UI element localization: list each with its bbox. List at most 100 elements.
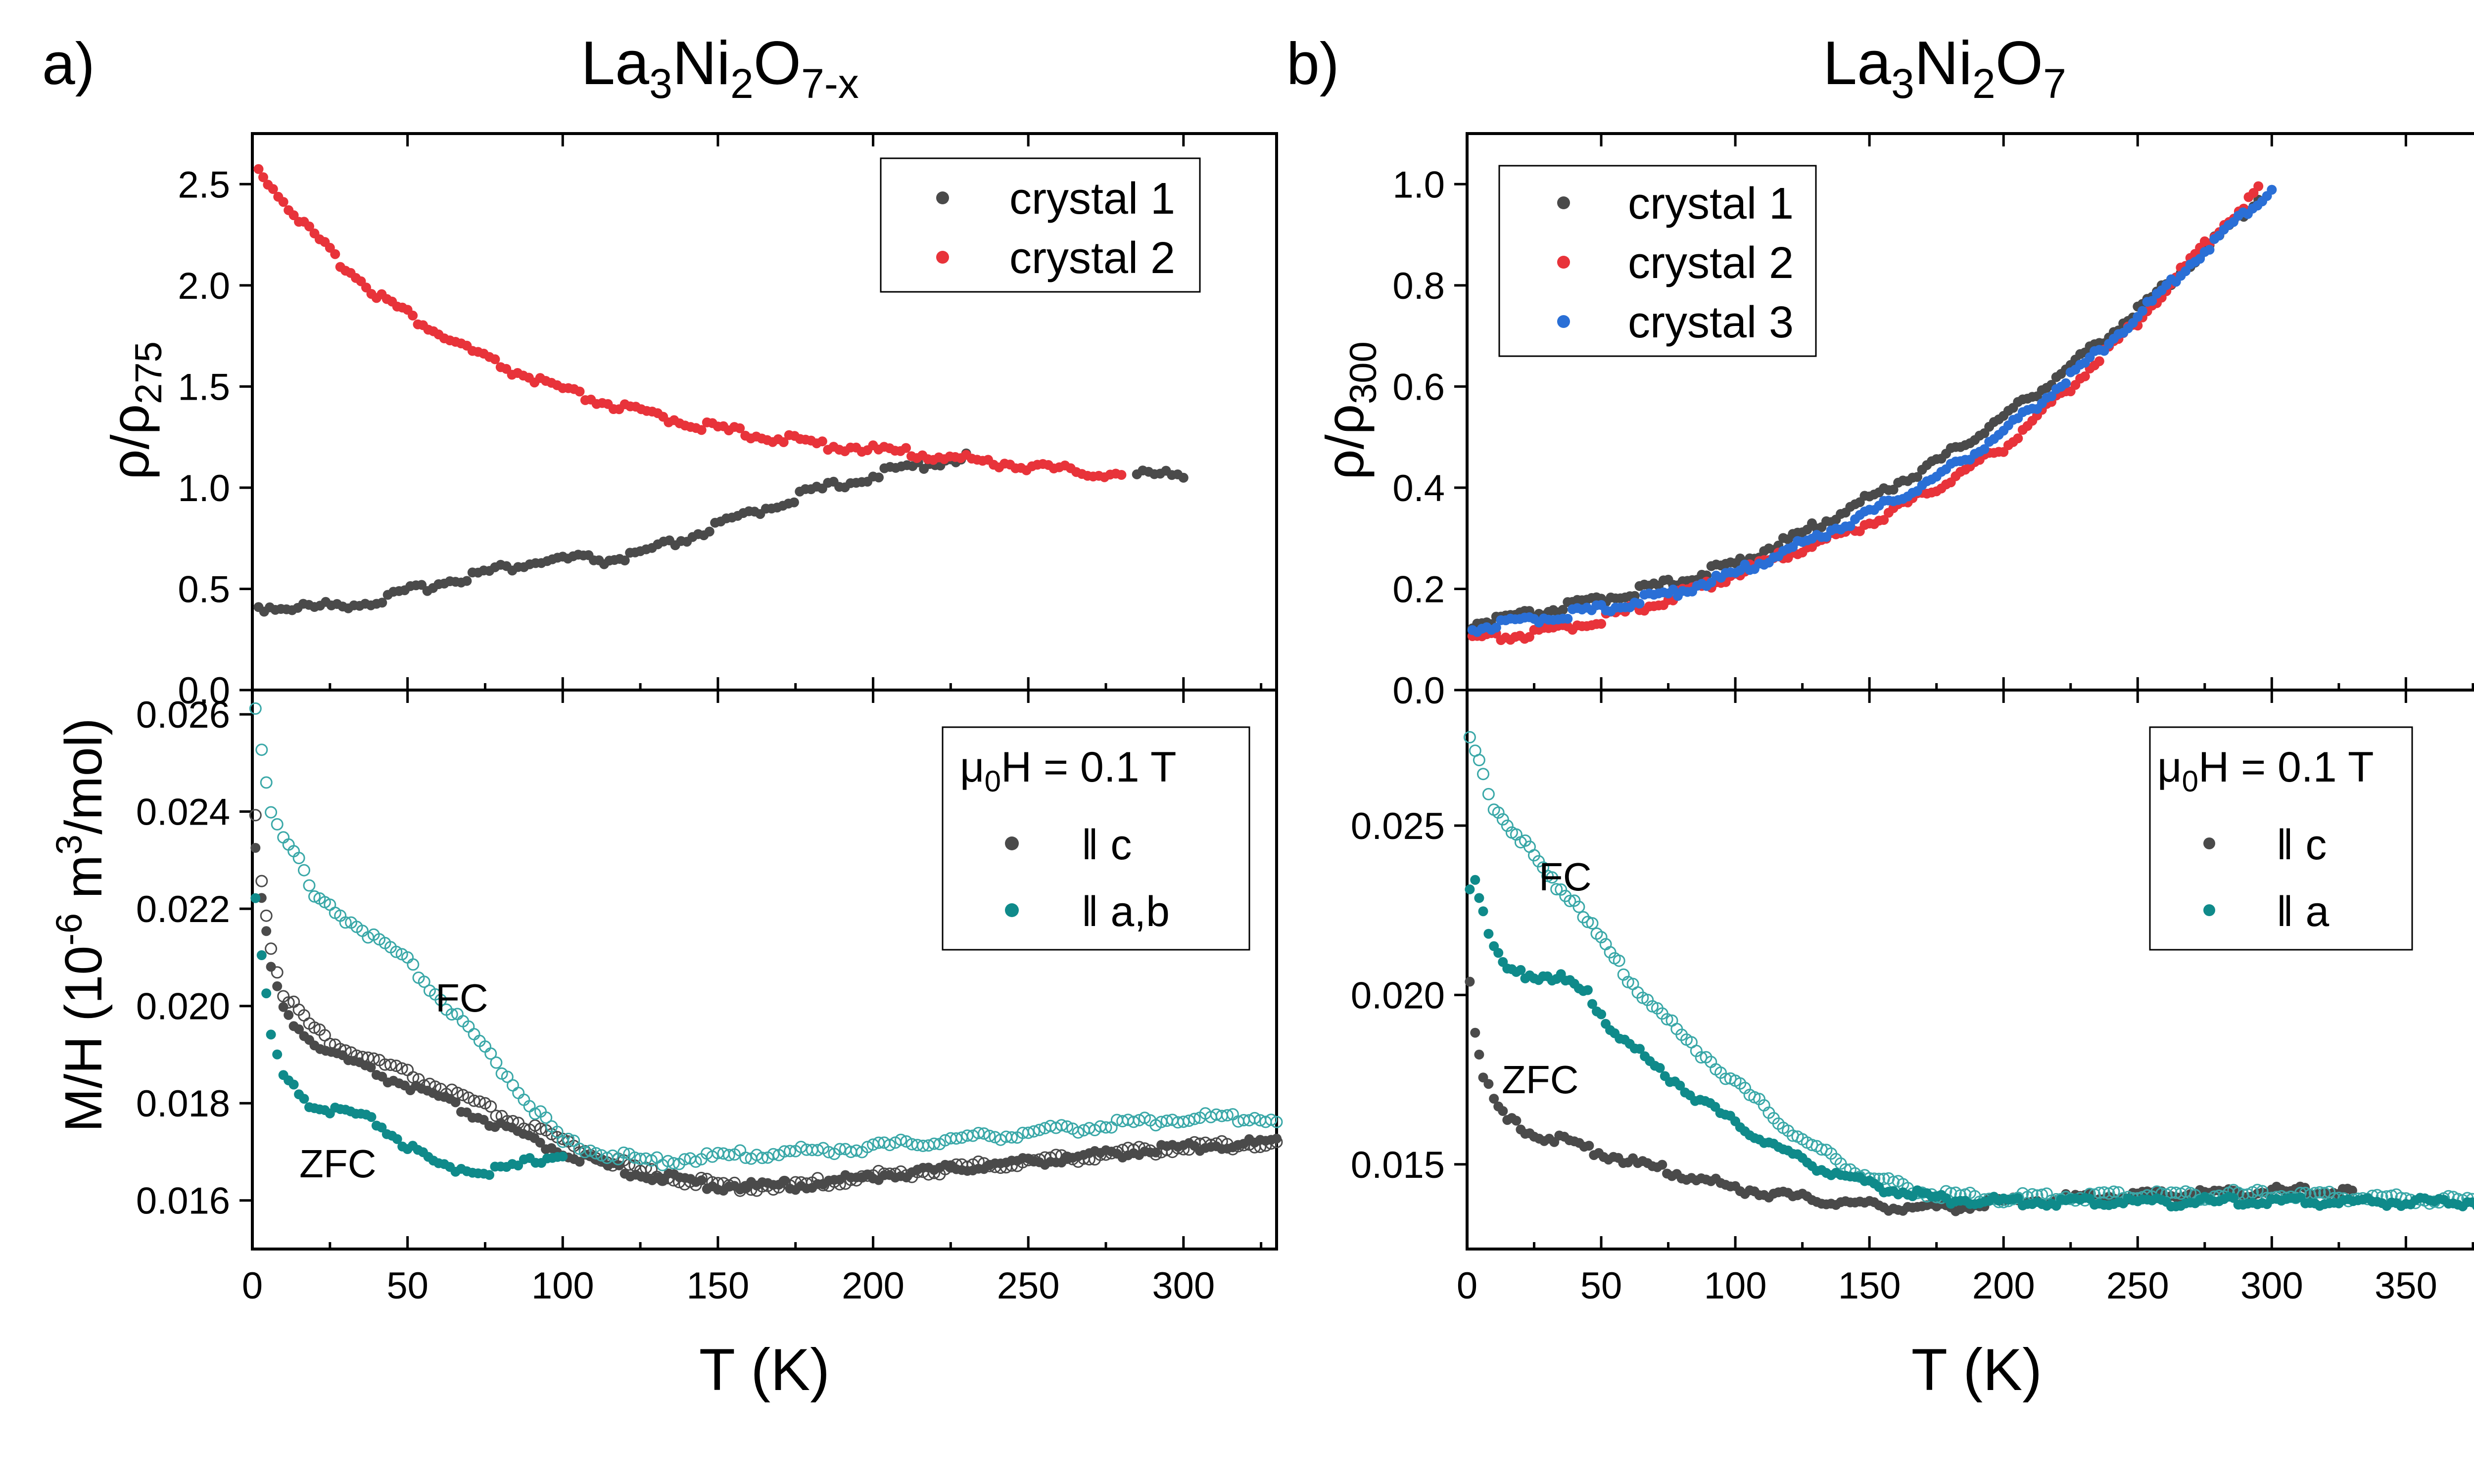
- legend-label-crystal-2-a: crystal 2: [1009, 233, 1175, 283]
- y-tick-label: 0.018: [136, 1083, 230, 1125]
- x-tick-label: 300: [2240, 1265, 2303, 1307]
- data-point: [272, 981, 283, 991]
- data-point: [1477, 768, 1489, 781]
- data-point: [445, 1008, 458, 1021]
- data-point: [434, 994, 447, 1006]
- data-point: [1478, 906, 1488, 917]
- annotation-fc-b: FC: [1539, 855, 1592, 899]
- data-point: [1655, 1063, 1665, 1073]
- x-tick-label: 200: [842, 1265, 904, 1307]
- legend-marker-c-b: [2203, 837, 2215, 849]
- data-point: [2061, 378, 2071, 388]
- data-point: [377, 1122, 387, 1133]
- data-point: [1501, 819, 1514, 832]
- data-point: [2170, 1186, 2183, 1199]
- data-point: [1661, 1013, 1673, 1025]
- x-tick-label: 50: [1580, 1265, 1622, 1307]
- data-point: [1695, 1051, 1708, 1064]
- data-point: [299, 1094, 309, 1104]
- data-point: [1550, 883, 1563, 896]
- data-point: [256, 950, 267, 960]
- legend-label-crystal-1-b: crystal 1: [1628, 179, 1794, 229]
- data-point: [883, 1139, 896, 1152]
- data-point: [739, 1152, 752, 1164]
- series-a-bottom-3: [250, 893, 568, 1180]
- x-axis-label-b: T (K): [1911, 1337, 2042, 1403]
- data-point: [2080, 371, 2090, 381]
- data-point: [779, 1176, 790, 1186]
- data-point: [512, 1087, 525, 1099]
- y-tick-label: 1.0: [178, 467, 230, 510]
- data-point: [1587, 999, 1597, 1009]
- x-tick-label: 150: [1838, 1265, 1901, 1307]
- data-point: [278, 197, 288, 207]
- data-point: [1248, 1112, 1261, 1124]
- legend-marker-c-a: [1005, 836, 1019, 850]
- legend-label-ab-a: ‖ a,b: [1081, 888, 1170, 935]
- y-tick-label: 2.0: [178, 265, 230, 307]
- data-point: [2094, 356, 2104, 367]
- legend-label-c-b: ‖ c: [2276, 821, 2327, 869]
- legend-label-crystal-2-b: crystal 2: [1628, 238, 1794, 288]
- data-point: [833, 1143, 846, 1156]
- data-point: [490, 1056, 503, 1069]
- data-point: [1555, 883, 1568, 896]
- data-point: [735, 423, 745, 433]
- annotation-fc-a: FC: [435, 976, 488, 1020]
- data-point: [2165, 1186, 2178, 1199]
- data-point: [950, 1132, 963, 1145]
- data-point: [1033, 1123, 1046, 1136]
- data-point: [377, 598, 387, 608]
- y-axis-label-a-top: ρ/ρ275: [100, 341, 170, 480]
- series-a-bottom-1: [250, 843, 1282, 1196]
- data-point: [1272, 1133, 1282, 1144]
- data-point: [1470, 1027, 1480, 1038]
- data-point: [2195, 254, 2205, 264]
- data-point: [249, 809, 262, 822]
- data-point: [284, 1010, 294, 1020]
- data-point: [277, 831, 290, 844]
- annotation-zfc-a: ZFC: [299, 1142, 377, 1186]
- data-point: [822, 1146, 835, 1159]
- y-tick-label: 0.015: [1351, 1144, 1445, 1186]
- data-point: [484, 1170, 494, 1180]
- y-tick-label: 0.020: [136, 986, 230, 1028]
- data-point: [2253, 181, 2264, 191]
- legend-marker-crystal-1-a: [936, 191, 949, 204]
- x-tick-label: 0: [242, 1265, 263, 1307]
- data-point: [1516, 965, 1526, 975]
- y-tick-label: 0.026: [136, 694, 230, 736]
- data-point: [255, 743, 268, 756]
- data-point: [1582, 985, 1593, 995]
- y-tick-label: 0.025: [1351, 805, 1445, 847]
- legend-label-c-a: ‖ c: [1081, 821, 1132, 869]
- data-point: [1072, 1126, 1085, 1139]
- data-point: [1489, 1094, 1499, 1104]
- y-tick-label: 0.8: [1392, 265, 1445, 307]
- data-point: [789, 497, 799, 508]
- data-point: [258, 172, 268, 183]
- data-point: [250, 843, 261, 853]
- legend-label-a-b: ‖ a: [2276, 888, 2329, 935]
- data-point: [584, 1144, 597, 1157]
- data-point: [928, 1137, 941, 1150]
- data-point: [1568, 894, 1581, 907]
- data-point: [874, 472, 884, 483]
- data-point: [1470, 875, 1480, 885]
- data-point: [1546, 871, 1559, 884]
- series-a-bottom-2: [249, 702, 1283, 1171]
- data-point: [250, 893, 261, 903]
- data-point: [418, 975, 430, 988]
- data-point: [901, 443, 911, 453]
- data-point: [457, 1089, 470, 1102]
- data-point: [696, 425, 707, 435]
- data-point: [450, 1097, 461, 1108]
- data-point: [390, 945, 403, 958]
- data-point: [983, 1129, 996, 1142]
- data-point: [1150, 1147, 1161, 1158]
- series-a-top-0: [253, 448, 971, 617]
- data-point: [298, 864, 310, 877]
- panel-a-label: a): [42, 31, 95, 97]
- data-point: [1912, 472, 1922, 482]
